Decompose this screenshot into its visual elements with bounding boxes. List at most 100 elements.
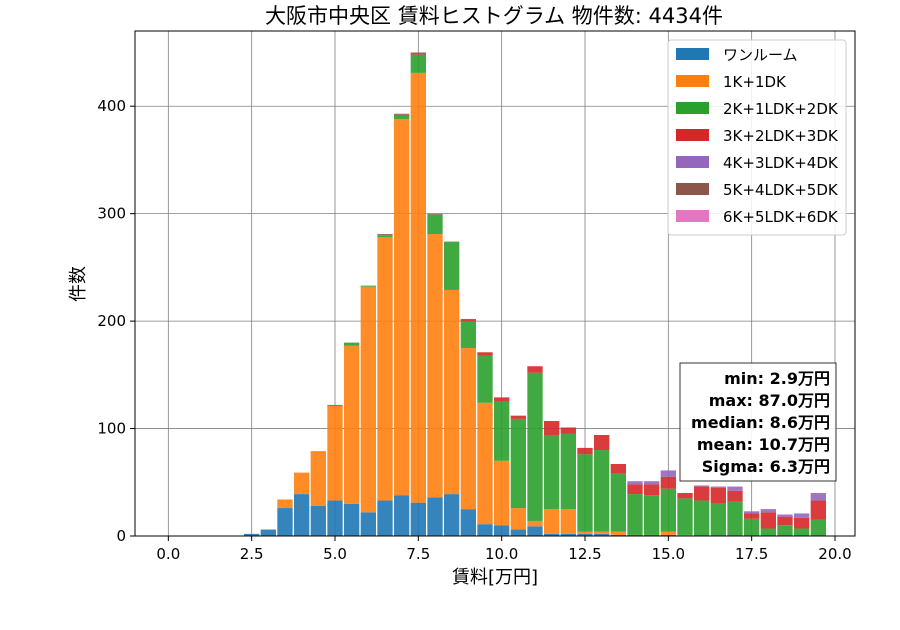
bar-segment <box>544 509 560 534</box>
legend-swatch <box>676 48 709 60</box>
x-tick-label: 17.5 <box>735 545 768 563</box>
bar-segment <box>427 213 443 215</box>
bar-segment <box>410 52 426 55</box>
bar-segment <box>777 514 793 517</box>
bar-segment <box>460 320 476 322</box>
legend-box <box>667 39 847 236</box>
bar-segment <box>677 493 693 499</box>
x-tick-label: 0.0 <box>156 545 180 563</box>
bar-segment <box>444 494 460 536</box>
bar-segment <box>610 534 626 536</box>
bar-segment <box>410 55 426 73</box>
legend-label: 2K+1LDK+2DK <box>723 100 839 118</box>
bar-segment <box>527 520 543 527</box>
bar-segment <box>810 519 826 536</box>
legend-label: 4K+3LDK+4DK <box>723 154 839 172</box>
stats-line: median: 8.6万円 <box>691 413 830 432</box>
bar-segment <box>394 495 410 536</box>
bar-segment <box>660 476 676 489</box>
legend-label: 1K+1DK <box>723 73 787 91</box>
bar-segment <box>594 533 610 536</box>
bar-segment <box>277 499 293 509</box>
bar-segment <box>660 488 676 532</box>
stats-annotation: min: 2.9万円 max: 87.0万円 median: 8.6万円 mean: … <box>679 362 837 482</box>
bar-segment <box>794 528 810 536</box>
stats-line: min: 2.9万円 <box>724 369 830 388</box>
bar-segment <box>777 525 793 536</box>
bar-segment <box>427 497 443 536</box>
bar-segment <box>360 512 376 536</box>
bar-segment <box>460 347 476 510</box>
bar-segment <box>377 237 393 501</box>
bar-segment <box>644 534 660 536</box>
bar-segment <box>327 500 343 536</box>
bar-segment <box>727 486 743 491</box>
bar-segment <box>710 486 726 488</box>
y-tick-label: 400 <box>97 97 126 115</box>
bar-segment <box>494 525 510 536</box>
bar-segment <box>594 531 610 534</box>
y-tick-label: 300 <box>97 205 126 223</box>
bar-segment <box>577 447 593 455</box>
stats-line: mean: 10.7万円 <box>697 435 830 454</box>
bar-segment <box>494 401 510 461</box>
bar-segment <box>294 494 310 536</box>
bar-segment <box>377 234 393 236</box>
bar-segment <box>327 405 343 501</box>
x-tick-label: 2.5 <box>240 545 264 563</box>
x-tick-label: 7.5 <box>406 545 430 563</box>
bar-segment <box>344 342 360 346</box>
plot-area-frame <box>134 30 856 537</box>
bar-segment <box>344 503 360 536</box>
bar-segment <box>594 435 610 451</box>
bar-segment <box>477 352 493 356</box>
bar-segment <box>394 113 410 115</box>
bar-segment <box>744 518 760 536</box>
bar-segment <box>444 241 460 290</box>
bar-segment <box>710 487 726 504</box>
bar-segment <box>377 235 393 238</box>
x-tick-label: 20.0 <box>818 545 851 563</box>
bar-segment <box>510 508 526 530</box>
bar-segment <box>494 397 510 402</box>
bar-segment <box>560 433 576 510</box>
bar-segment <box>377 500 393 536</box>
bar-segment <box>477 524 493 536</box>
bar-segment <box>294 472 310 495</box>
bar-segment <box>627 481 643 485</box>
legend-label: 5K+4LDK+5DK <box>723 181 839 199</box>
legend-swatch <box>676 102 709 114</box>
bar-segment <box>577 454 593 532</box>
bar-segment <box>427 214 443 235</box>
legend-swatch <box>676 129 709 141</box>
legend-swatch <box>676 183 709 195</box>
bar-segment <box>560 509 576 534</box>
bars <box>244 52 826 536</box>
bar-segment <box>710 503 726 536</box>
bar-segment <box>544 421 560 435</box>
legend-label: ワンルーム <box>723 46 798 64</box>
bar-segment <box>610 473 626 532</box>
bar-segment <box>527 526 543 536</box>
bar-segment <box>744 511 760 514</box>
bar-segment <box>727 490 743 502</box>
legend-label: 6K+5LDK+6DK <box>723 208 839 226</box>
bar-segment <box>694 500 710 536</box>
bar-segment <box>760 512 776 529</box>
bar-segment <box>594 450 610 532</box>
bar-segment <box>610 464 626 474</box>
bar-segment <box>327 404 343 406</box>
bar-segment <box>660 531 676 535</box>
bar-segment <box>694 485 710 487</box>
bar-segment <box>410 54 426 56</box>
bar-segment <box>360 286 376 513</box>
bar-segment <box>444 289 460 495</box>
bar-segment <box>477 355 493 403</box>
bar-segment <box>494 460 510 526</box>
bar-segment <box>527 372 543 521</box>
bar-segment <box>644 484 660 496</box>
axis-ticks: 0.0 2.5 5.0 7.5 10.0 12.5 15.0 17.5 20.0 0 100 200 3… <box>97 97 851 563</box>
legend: ワンルーム 1K+1DK 2K+1LDK+2DK 3K+2LDK+3DK 4K+3LDK… <box>667 39 847 236</box>
bar-segment <box>260 529 276 536</box>
